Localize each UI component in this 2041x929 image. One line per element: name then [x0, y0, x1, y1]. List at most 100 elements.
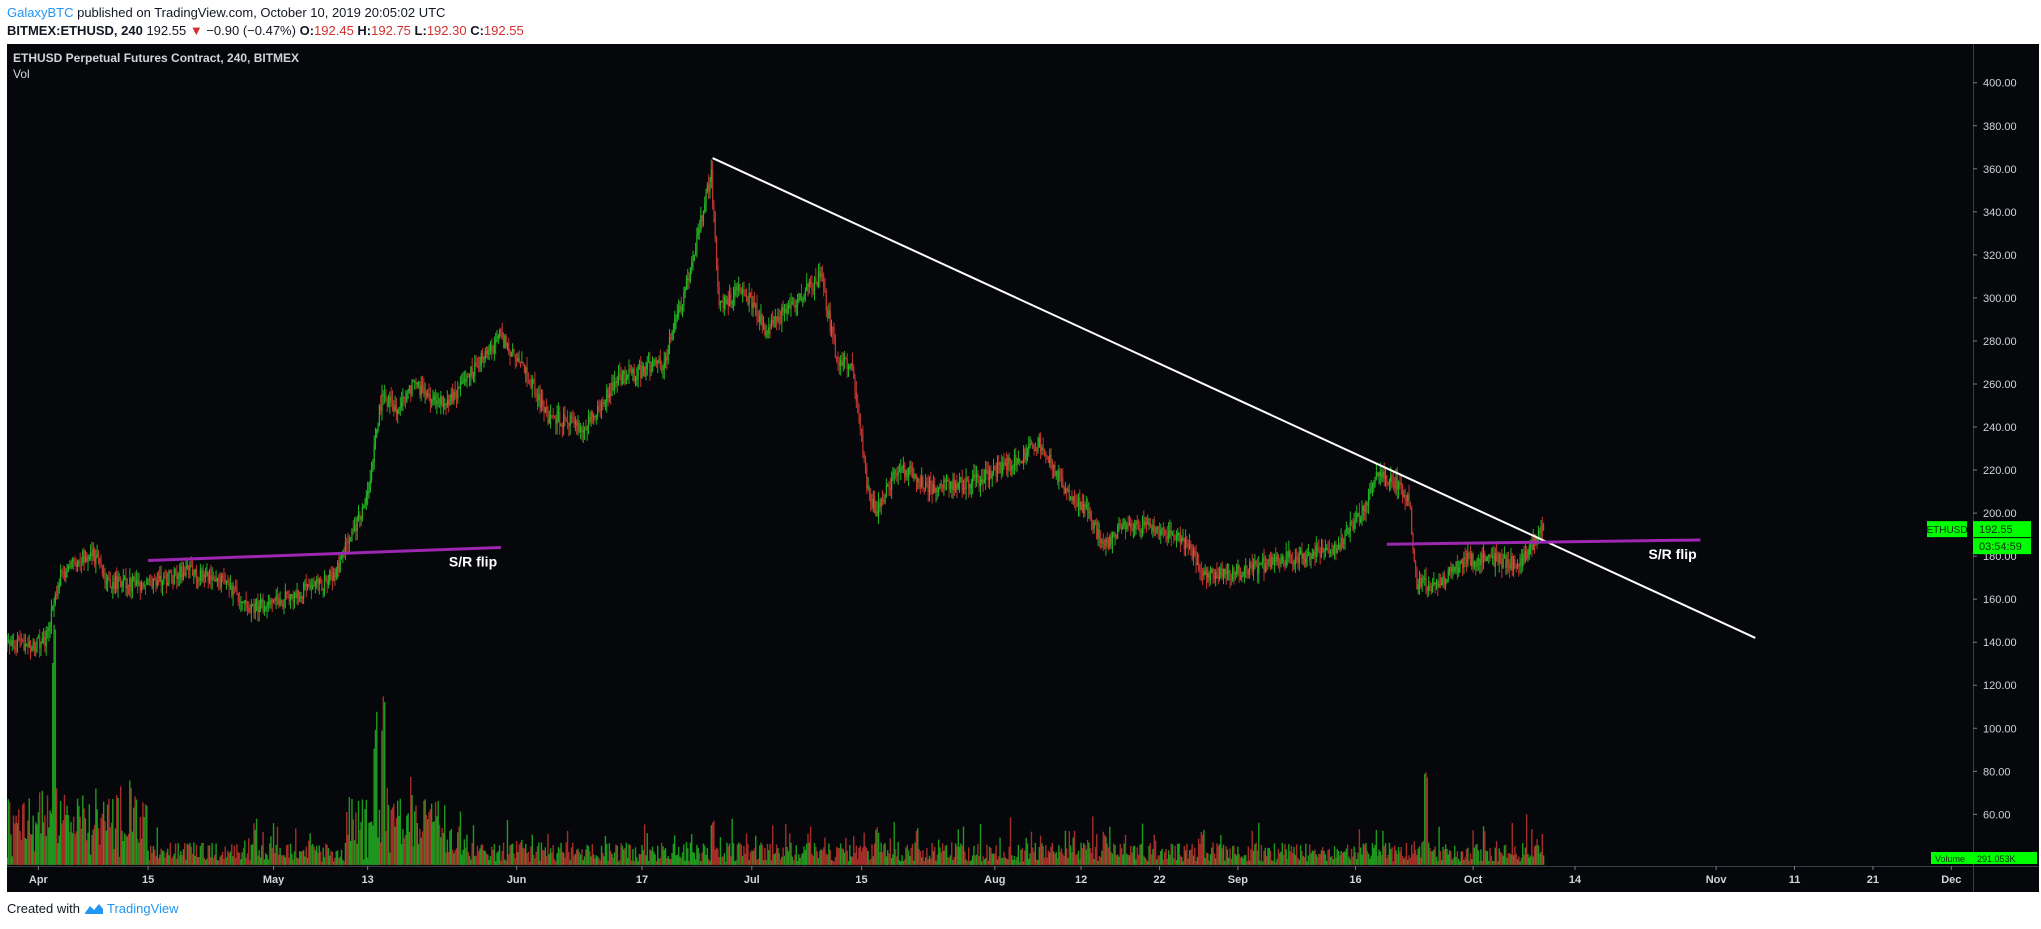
candle	[1394, 477, 1396, 494]
candle	[909, 460, 911, 476]
candle	[240, 596, 242, 613]
volume-bar	[1212, 842, 1214, 865]
candle-body	[1234, 573, 1236, 575]
candle	[1032, 442, 1034, 450]
candle	[675, 314, 677, 330]
candle	[401, 391, 403, 411]
volume-bar	[1371, 843, 1374, 865]
candle-body	[734, 289, 736, 296]
candle-body	[642, 366, 644, 372]
candle	[262, 593, 264, 614]
candle	[715, 235, 718, 271]
candle	[1171, 530, 1174, 536]
volume-bar	[876, 827, 878, 865]
volume-bar	[1079, 859, 1081, 865]
volume-bar	[69, 831, 71, 865]
candle	[970, 478, 972, 498]
candle-body	[1435, 581, 1438, 585]
candle-body	[495, 340, 497, 344]
candle-body	[33, 642, 36, 651]
volume-bar	[847, 861, 850, 865]
candle	[280, 598, 282, 606]
candle-body	[996, 463, 999, 477]
candle	[936, 484, 938, 501]
candle-body	[1168, 532, 1170, 540]
high-value: 192.75	[371, 23, 411, 38]
candle	[683, 286, 685, 312]
candle	[29, 640, 32, 660]
volume-bar	[977, 843, 979, 865]
volume-bar	[156, 827, 158, 865]
candle-body	[555, 418, 557, 425]
volume-bar	[974, 855, 976, 865]
candle-body	[359, 513, 361, 520]
candle-body	[938, 487, 940, 493]
candle	[15, 640, 17, 656]
candle-body	[1028, 445, 1030, 448]
candle-body	[238, 601, 241, 603]
candle	[1407, 492, 1409, 507]
candle-body	[1383, 471, 1385, 479]
candle-body	[476, 365, 478, 367]
candle-body	[1006, 462, 1008, 471]
candle	[857, 394, 859, 414]
candle-body	[955, 483, 957, 491]
candle-body	[582, 430, 584, 433]
candle	[1445, 577, 1447, 591]
volume-bar	[314, 850, 317, 865]
chart-area[interactable]: 40.0060.0080.00100.00120.00140.00160.001…	[6, 44, 2039, 892]
candle	[1181, 535, 1183, 546]
candle-body	[1507, 560, 1509, 565]
author-link[interactable]: GalaxyBTC	[7, 5, 74, 20]
price-chart[interactable]: 40.0060.0080.00100.00120.00140.00160.001…	[6, 44, 2039, 892]
candle-body	[1054, 464, 1056, 476]
candle	[96, 544, 98, 558]
candle-body	[309, 584, 311, 586]
volume-bar	[713, 820, 715, 865]
candle-body	[91, 552, 93, 557]
candle	[994, 465, 996, 472]
volume-bar	[420, 837, 422, 865]
candle-body	[1456, 561, 1458, 573]
volume-bar	[245, 857, 247, 865]
candle	[755, 302, 757, 317]
candle	[1414, 560, 1417, 578]
volume-bar	[764, 847, 766, 865]
candle-body	[810, 281, 812, 284]
candle-body	[1071, 496, 1073, 502]
candle	[1518, 563, 1520, 577]
candle-body	[314, 581, 316, 586]
volume-bar	[694, 859, 697, 865]
candle	[577, 415, 579, 436]
candle	[607, 386, 609, 407]
candle-body	[1136, 520, 1138, 525]
candle	[65, 568, 67, 583]
candle	[144, 584, 147, 595]
volume-bar	[1452, 857, 1455, 865]
volume-bar	[1344, 851, 1346, 865]
volume-bar	[505, 860, 507, 865]
volume-bar	[1463, 859, 1465, 865]
volume-bar	[1085, 849, 1088, 865]
candle	[143, 580, 145, 590]
candle	[896, 467, 898, 483]
candle-body	[574, 421, 576, 424]
candle	[1324, 539, 1327, 558]
volume-bar	[1191, 843, 1193, 865]
candle-body	[700, 215, 702, 232]
volume-bar	[70, 821, 72, 865]
candle-body	[1515, 565, 1517, 568]
candle-body	[766, 330, 769, 335]
candle-body	[1221, 568, 1223, 576]
candle-body	[992, 466, 995, 473]
candle	[1520, 549, 1523, 574]
volume-bar	[859, 845, 861, 865]
candle	[603, 399, 605, 407]
tradingview-link[interactable]: TradingView	[107, 901, 179, 916]
candle	[821, 265, 823, 282]
volume-bar	[289, 843, 292, 865]
candle-body	[670, 337, 672, 339]
candle	[1488, 554, 1490, 564]
candle	[1003, 453, 1005, 470]
volume-bar	[1307, 855, 1310, 865]
